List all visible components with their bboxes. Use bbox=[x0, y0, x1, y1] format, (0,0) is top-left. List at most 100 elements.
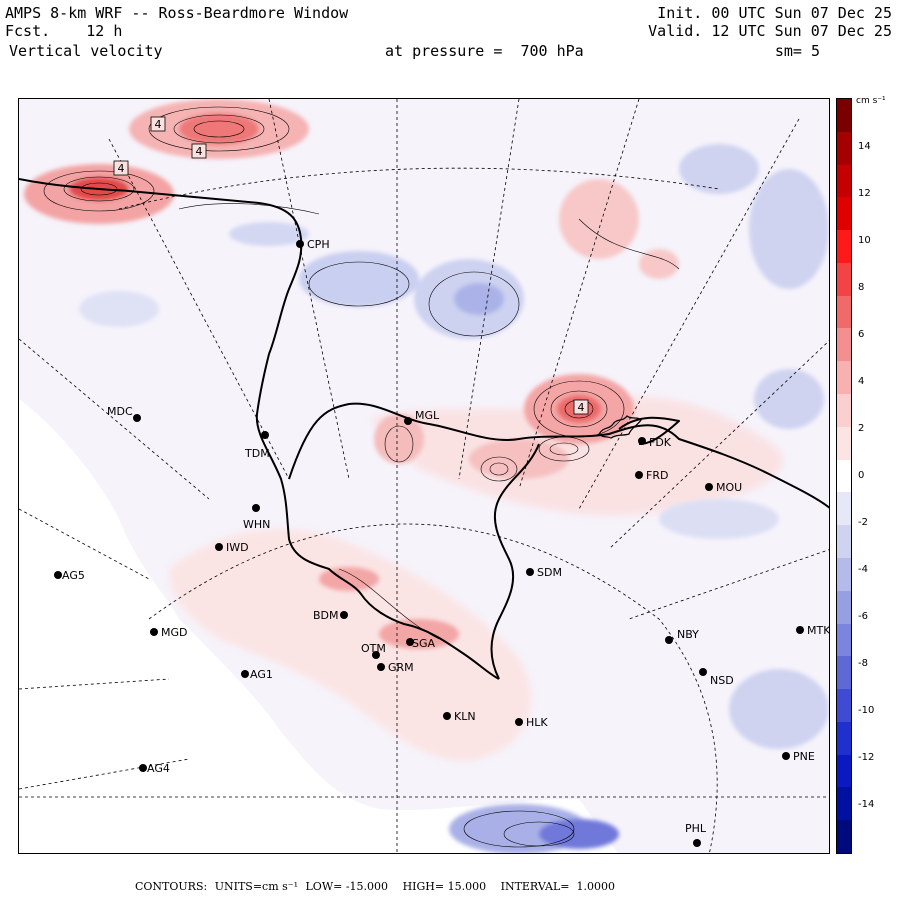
station-nby[interactable]: NBY bbox=[665, 628, 699, 644]
colorbar-segment bbox=[837, 590, 851, 625]
station-label: MGD bbox=[161, 626, 188, 639]
colorbar-tick-label: -4 bbox=[858, 564, 868, 575]
pressure-level: at pressure = 700 hPa bbox=[385, 42, 584, 60]
colorbar-segment bbox=[837, 557, 851, 592]
map-canvas: 4 4 4 4 CPH MDC MGL FDK FRD MOU TDM WHN … bbox=[19, 99, 830, 853]
red-patches bbox=[24, 99, 679, 649]
colorbar-segment bbox=[837, 99, 851, 133]
station-hlk[interactable]: HLK bbox=[515, 716, 548, 729]
station-label: GRM bbox=[388, 661, 414, 674]
high-value: HIGH= 15.000 bbox=[402, 880, 487, 893]
pink-zone-central bbox=[369, 397, 783, 516]
station-otm[interactable]: OTM bbox=[361, 642, 386, 659]
contour-label: 4 bbox=[118, 162, 125, 175]
colorbar-segment bbox=[837, 426, 851, 461]
meridian bbox=[458, 99, 520, 480]
meridian bbox=[268, 99, 350, 480]
map-panel[interactable]: 4 4 4 4 CPH MDC MGL FDK FRD MOU TDM WHN … bbox=[18, 98, 830, 854]
station-fdk[interactable]: FDK bbox=[638, 436, 672, 449]
colorbar-segment bbox=[837, 656, 851, 690]
contour-label: 4 bbox=[196, 145, 203, 158]
station-iwd[interactable]: IWD bbox=[215, 541, 249, 554]
colorbar-tick-label: 6 bbox=[858, 329, 865, 340]
station-label: SGA bbox=[412, 637, 436, 650]
station-ag4[interactable]: AG4 bbox=[139, 762, 170, 775]
colorbar-tick-label: -12 bbox=[858, 752, 875, 763]
station-label: NSD bbox=[710, 674, 734, 687]
station-pne[interactable]: PNE bbox=[782, 750, 815, 763]
colorbar-segment bbox=[837, 164, 851, 198]
meridian bbox=[518, 99, 640, 490]
units-label: UNITS=cm s⁻¹ bbox=[214, 880, 298, 893]
blue-patches bbox=[79, 144, 829, 853]
station-label: OTM bbox=[361, 642, 386, 655]
station-label: AG1 bbox=[250, 668, 273, 681]
map-title: AMPS 8-km WRF -- Ross-Beardmore Window bbox=[5, 4, 349, 22]
graticule bbox=[19, 99, 829, 853]
colorbar-tick-label: -14 bbox=[858, 799, 875, 810]
station-mgd[interactable]: MGD bbox=[150, 626, 188, 639]
meridian bbox=[578, 118, 800, 510]
contour-labels: 4 4 4 4 bbox=[113, 116, 589, 415]
station-mou[interactable]: MOU bbox=[705, 481, 742, 494]
no-data-region bbox=[19, 399, 618, 853]
station-label: PNE bbox=[793, 750, 815, 763]
colorbar-tick-label: -8 bbox=[858, 658, 868, 669]
station-mgl[interactable]: MGL bbox=[404, 409, 440, 425]
station-kln[interactable]: KLN bbox=[443, 710, 476, 723]
station-label: TDM bbox=[244, 447, 270, 460]
station-label: FDK bbox=[649, 436, 672, 449]
meridian bbox=[628, 549, 829, 620]
station-label: KLN bbox=[454, 710, 476, 723]
meridian bbox=[19, 508, 150, 580]
init-time: Init. 00 UTC Sun 07 Dec 25 bbox=[657, 4, 892, 22]
station-mdc[interactable]: MDC bbox=[107, 405, 141, 422]
colorbar-segment bbox=[837, 623, 851, 657]
colorbar-segment bbox=[837, 721, 851, 756]
colorbar-tick-label: 12 bbox=[858, 188, 871, 199]
colorbar-tick-label: 4 bbox=[858, 376, 865, 387]
meridian bbox=[608, 340, 829, 550]
colorbar-tick-label: -2 bbox=[858, 517, 868, 528]
station-label: PHL bbox=[685, 822, 707, 835]
colorbar-segment bbox=[837, 262, 851, 297]
colorbar-segment bbox=[837, 459, 851, 493]
colorbar-unit: cm s⁻¹ bbox=[856, 96, 886, 106]
station-bdm[interactable]: BDM bbox=[313, 609, 348, 622]
station-label: HLK bbox=[526, 716, 548, 729]
interval-value: INTERVAL= 1.0000 bbox=[500, 880, 615, 893]
station-cph[interactable]: CPH bbox=[296, 238, 330, 251]
station-grm[interactable]: GRM bbox=[377, 661, 414, 674]
station-tdm[interactable]: TDM bbox=[244, 431, 270, 460]
colorbar-tick-label: -6 bbox=[858, 611, 868, 622]
station-label: WHN bbox=[243, 518, 270, 531]
station-label: BDM bbox=[313, 609, 339, 622]
station-mtk[interactable]: MTK bbox=[796, 624, 830, 637]
contour-label: 4 bbox=[155, 118, 162, 131]
station-label: MTK bbox=[807, 624, 830, 637]
colorbar-tick-label: -10 bbox=[858, 705, 875, 716]
forecast-hour: Fcst. 12 h bbox=[5, 22, 122, 40]
station-sdm[interactable]: SDM bbox=[526, 566, 562, 579]
colorbar-segment bbox=[837, 131, 851, 166]
station-whn[interactable]: WHN bbox=[243, 504, 270, 531]
forecast-value: 12 h bbox=[86, 22, 123, 40]
station-ag5[interactable]: AG5 bbox=[54, 569, 85, 582]
station-label: SDM bbox=[537, 566, 562, 579]
colorbar-segment bbox=[837, 787, 851, 821]
meridian bbox=[19, 678, 170, 690]
station-sga[interactable]: SGA bbox=[406, 637, 436, 650]
station-label: AG4 bbox=[147, 762, 170, 775]
colorbar-segment bbox=[837, 361, 851, 395]
station-frd[interactable]: FRD bbox=[635, 469, 668, 482]
colorbar-segment bbox=[837, 820, 851, 853]
colorbar-segment bbox=[837, 328, 851, 362]
colorbar-segment bbox=[837, 492, 851, 526]
station-nsd[interactable]: NSD bbox=[699, 668, 734, 687]
low-value: LOW= -15.000 bbox=[305, 880, 389, 893]
colorbar bbox=[836, 98, 852, 854]
station-phl[interactable]: PHL bbox=[685, 822, 707, 847]
coastline-detail bbox=[598, 415, 642, 439]
contour-info: CONTOURS: UNITS=cm s⁻¹ LOW= -15.000 HIGH… bbox=[135, 880, 619, 893]
station-ag1[interactable]: AG1 bbox=[241, 668, 273, 681]
